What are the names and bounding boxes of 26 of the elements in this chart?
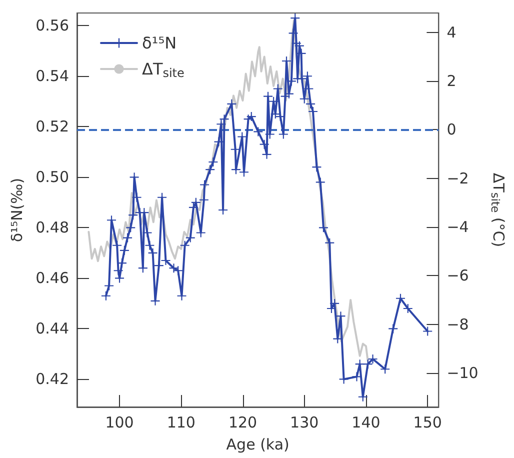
- y-tick-label: 0.50: [36, 168, 69, 186]
- y2-tick-label: 2: [446, 72, 456, 90]
- y2-tick-label: −10: [446, 364, 478, 382]
- x-tick-label: 120: [228, 414, 258, 432]
- y2-tick-label: 0: [446, 120, 456, 139]
- y-axis-title: δ¹⁵N(‰): [8, 178, 26, 242]
- y-tick-label: 0.52: [36, 118, 69, 136]
- y-tick-label: 0.42: [36, 370, 69, 388]
- x-axis-title: Age (ka): [226, 436, 290, 454]
- y-tick-label: 0.56: [36, 16, 69, 35]
- y-tick-label: 0.54: [36, 67, 69, 86]
- y2-tick-label: −6: [446, 266, 469, 285]
- x-tick-label: 150: [413, 414, 442, 432]
- x-tick-label: 130: [290, 414, 319, 432]
- y-tick-label: 0.48: [36, 218, 69, 237]
- y2-tick-label: 4: [446, 23, 456, 42]
- legend-label: δ¹⁵N: [142, 34, 177, 52]
- y2-tick-label: −2: [446, 169, 469, 188]
- x-tick-label: 110: [166, 414, 196, 432]
- x-tick-label: 100: [105, 414, 134, 432]
- y-tick-label: 0.46: [36, 269, 69, 288]
- y2-axis-title: ΔTsite (°C): [488, 172, 508, 248]
- y2-tick-label: −4: [446, 218, 469, 236]
- x-tick-label: 140: [352, 414, 380, 432]
- y2-tick-label: −8: [446, 315, 469, 334]
- y-tick-label: 0.44: [36, 320, 69, 338]
